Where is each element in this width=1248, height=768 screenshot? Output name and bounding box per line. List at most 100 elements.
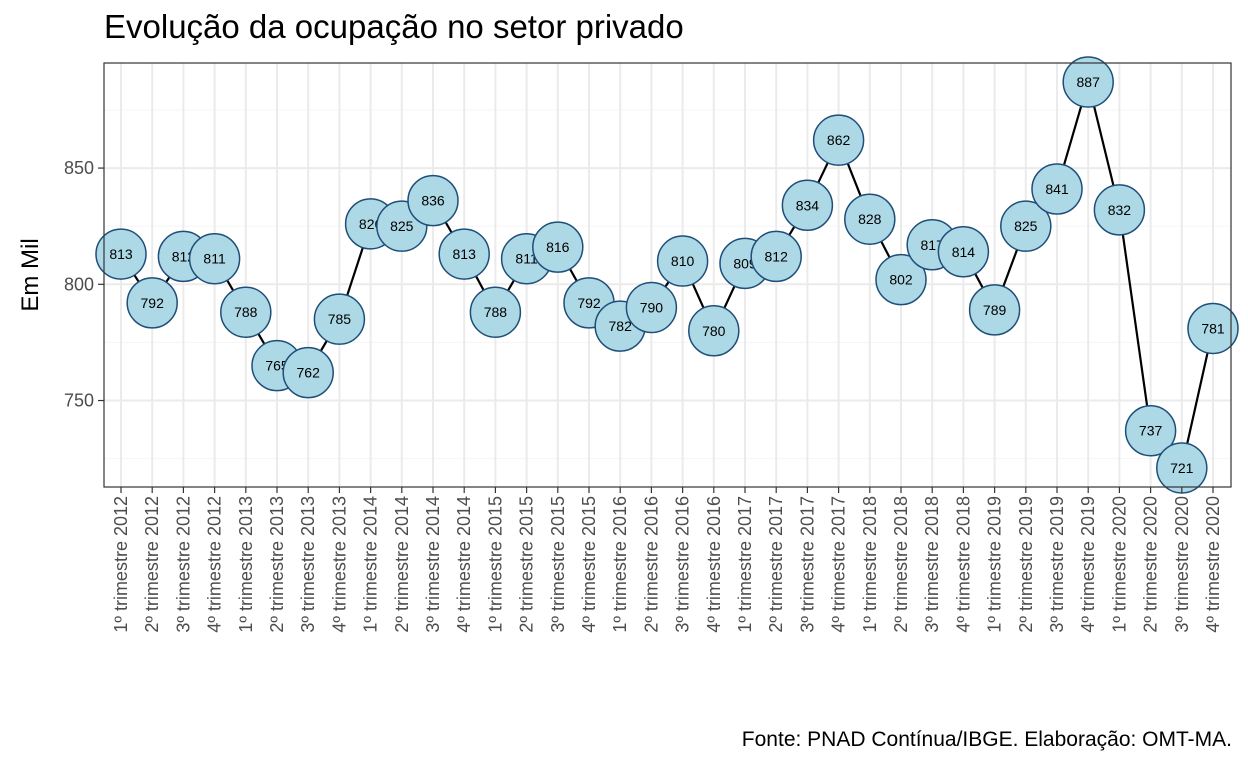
x-tick-label: 2º trimestre 2015 [517, 496, 537, 633]
chart-title: Evolução da ocupação no setor privado [104, 8, 684, 45]
data-point [1124, 404, 1177, 457]
y-axis: 750 800 850 [64, 158, 104, 411]
data-label: 811 [203, 251, 226, 267]
data-label: 825 [1014, 218, 1038, 234]
data-point [781, 179, 834, 232]
data-point [438, 228, 490, 280]
data-point [750, 230, 802, 283]
data-point [968, 284, 1021, 336]
data-label: 813 [109, 246, 133, 262]
x-tick-label: 2º trimestre 2017 [766, 496, 786, 633]
x-tick-label: 1º trimestre 2019 [985, 496, 1005, 633]
x-tick-label: 2º trimestre 2019 [1016, 496, 1036, 633]
x-tick-label: 1º trimestre 2018 [860, 496, 880, 633]
x-tick-label: 3º trimestre 2012 [173, 496, 193, 633]
y-axis-title: Em Mil [17, 238, 44, 311]
data-label: 832 [1108, 202, 1132, 218]
y-tick-label: 850 [64, 158, 94, 178]
data-point [95, 228, 147, 280]
data-label: 816 [546, 239, 570, 255]
data-label: 811 [515, 251, 538, 267]
x-tick-label: 3º trimestre 2013 [298, 496, 318, 633]
x-tick-label: 2º trimestre 2016 [641, 496, 661, 633]
data-point [282, 346, 334, 399]
data-point [1062, 56, 1114, 108]
x-tick-label: 2º trimestre 2018 [891, 496, 911, 633]
x-tick-label: 3º trimestre 2019 [1047, 496, 1067, 633]
x-tick-label: 4º trimestre 2016 [704, 496, 724, 633]
x-tick-label: 3º trimestre 2015 [548, 496, 568, 633]
data-label: 813 [453, 246, 477, 262]
x-tick-label: 4º trimestre 2018 [953, 496, 973, 633]
x-tick-label: 3º trimestre 2018 [922, 496, 942, 633]
panel-border [103, 62, 1232, 488]
y-tick-label: 750 [64, 391, 94, 411]
data-point [812, 114, 865, 166]
x-tick-label: 3º trimestre 2014 [423, 496, 443, 633]
x-tick-label: 4º trimestre 2013 [329, 496, 349, 633]
data-label: 762 [297, 365, 321, 381]
data-label: 834 [796, 197, 820, 213]
data-label: 836 [421, 193, 445, 209]
x-axis: 1º trimestre 2012 2º trimestre 2012 3º tri… [111, 487, 1223, 633]
data-point [532, 221, 584, 273]
data-label: 790 [640, 300, 664, 316]
data-point [656, 235, 709, 287]
data-point [1000, 200, 1052, 252]
data-point [407, 174, 459, 227]
x-tick-label: 4º trimestre 2019 [1078, 496, 1098, 633]
data-label: 862 [827, 132, 851, 148]
x-tick-label: 4º trimestre 2017 [829, 496, 849, 633]
x-tick-label: 1º trimestre 2017 [735, 496, 755, 633]
chart-caption: Fonte: PNAD Contínua/IBGE. Elaboração: O… [741, 728, 1232, 751]
x-tick-label: 4º trimestre 2012 [205, 496, 225, 633]
data-label: 828 [858, 211, 882, 227]
x-tick-label: 2º trimestre 2014 [392, 496, 412, 633]
data-point [188, 232, 241, 285]
data-point [625, 281, 678, 334]
x-tick-label: 4º trimestre 2020 [1203, 496, 1223, 633]
data-point [469, 286, 522, 338]
data-label: 802 [889, 272, 913, 288]
y-tick-label: 800 [64, 274, 94, 294]
data-label: 788 [234, 304, 258, 320]
data-point [875, 253, 927, 306]
x-tick-label: 4º trimestre 2015 [579, 496, 599, 633]
x-tick-label: 3º trimestre 2016 [673, 496, 693, 633]
data-label: 789 [983, 302, 1007, 318]
data-label: 812 [765, 248, 789, 264]
data-label: 782 [609, 318, 633, 334]
data-point [220, 286, 272, 338]
data-label: 781 [1201, 320, 1225, 336]
x-tick-label: 2º trimestre 2012 [142, 496, 162, 633]
x-tick-label: 1º trimestre 2015 [485, 496, 505, 633]
data-point [844, 193, 896, 245]
data-label: 737 [1139, 423, 1163, 439]
data-label: 792 [141, 295, 165, 311]
data-point [688, 305, 740, 357]
data-point [126, 277, 178, 329]
data-point [1187, 302, 1239, 355]
data-label: 814 [952, 244, 976, 260]
data-point [1093, 184, 1146, 236]
x-tick-label: 4º trimestre 2014 [454, 496, 474, 633]
x-tick-label: 1º trimestre 2020 [1109, 496, 1129, 633]
data-point [1031, 163, 1083, 215]
data-label: 780 [702, 323, 726, 339]
data-label: 825 [390, 218, 414, 234]
data-label: 887 [1077, 74, 1101, 90]
data-label: 785 [328, 311, 352, 327]
data-point [937, 226, 990, 278]
x-tick-label: 2º trimestre 2020 [1141, 496, 1161, 633]
data-label: 792 [577, 295, 601, 311]
data-label: 810 [671, 253, 695, 269]
x-tick-label: 3º trimestre 2020 [1172, 496, 1192, 633]
data-label: 841 [1045, 181, 1069, 197]
x-tick-label: 1º trimestre 2016 [610, 496, 630, 633]
x-tick-label: 2º trimestre 2013 [267, 496, 287, 633]
data-point [313, 293, 366, 345]
x-tick-label: 1º trimestre 2013 [236, 496, 256, 633]
x-tick-label: 1º trimestre 2012 [111, 496, 131, 633]
